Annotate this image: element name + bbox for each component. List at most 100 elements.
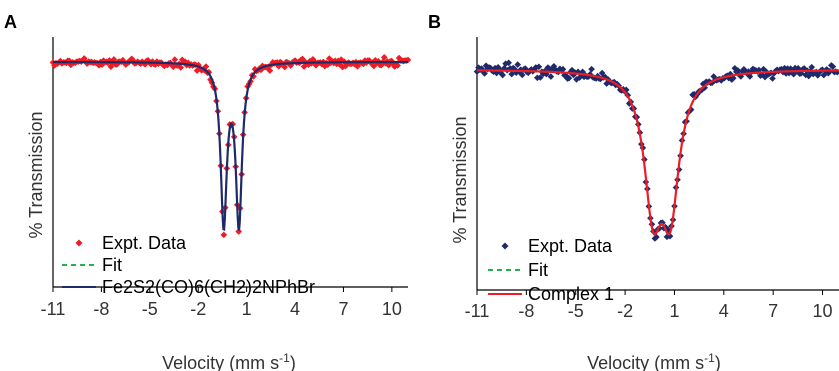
legend-label: Complex 1 [528, 284, 614, 304]
data-point [499, 71, 506, 79]
data-point [171, 56, 179, 63]
data-point [748, 68, 755, 76]
legend-label: Fit [102, 255, 122, 275]
data-point [202, 63, 210, 70]
data-point [281, 63, 289, 71]
data-point [535, 63, 543, 71]
data-point [266, 67, 274, 74]
data-point [790, 70, 797, 78]
panel-a: A % Transmission -11 -8 -5 -2 1 4 7 10 Expt. Dat… [4, 12, 412, 371]
x-tick-label: 7 [768, 301, 778, 321]
data-point [370, 62, 378, 70]
x-tick-label: 1 [242, 299, 252, 319]
data-point [769, 75, 776, 82]
data-point [220, 231, 228, 239]
data-point [514, 61, 522, 68]
data-point [540, 70, 547, 78]
data-point [574, 68, 582, 76]
data-point [745, 68, 752, 75]
data-point [337, 56, 345, 63]
data-point [339, 63, 346, 71]
data-point [734, 67, 742, 74]
plot-area: -11 -8 -5 -2 1 4 7 10 Expt. DataFitFe2S2(CO)6(CH… [41, 37, 412, 319]
data-point [508, 70, 515, 78]
x-tick-label: 1 [669, 301, 679, 321]
x-tick-label: 4 [290, 299, 300, 319]
data-point [309, 55, 317, 63]
x-tick-label: 4 [719, 301, 729, 321]
data-point [518, 71, 526, 79]
data-point [300, 63, 308, 70]
data-point [543, 70, 550, 78]
x-tick-label: 10 [813, 301, 833, 321]
data-point [235, 228, 242, 235]
x-tick-label: -11 [465, 301, 490, 321]
x-tick-label: -5 [568, 301, 584, 321]
legend-label: Fit [528, 260, 548, 280]
data-point [153, 58, 161, 65]
data-point [250, 73, 257, 80]
data-point [177, 64, 185, 71]
data-point [829, 63, 837, 70]
data-point [521, 65, 529, 72]
data-point [731, 64, 739, 72]
data-point [808, 63, 816, 71]
data-point [755, 66, 763, 74]
legend-label: Fe2S2(CO)6(CH2)2NPhBr [102, 277, 315, 297]
legend: Expt. Data Fit Complex 1 [488, 236, 614, 304]
data-point [588, 65, 595, 73]
x-tick-label: -2 [617, 301, 633, 321]
data-point [110, 56, 118, 63]
x-tick-label: 10 [382, 299, 402, 319]
data-point [354, 63, 361, 70]
panel-b: B % Transmission -11 -8 -5 -2 1 4 7 10 Expt. Dat… [428, 12, 839, 371]
data-point [559, 65, 567, 73]
data-point [547, 73, 555, 80]
data-point [207, 76, 214, 83]
x-tick-label: -5 [142, 299, 158, 319]
data-point [475, 64, 482, 71]
x-tick-label: -2 [190, 299, 206, 319]
fit-line [477, 69, 839, 236]
data-point [565, 74, 573, 82]
panel-label: B [428, 12, 441, 32]
data-point [550, 62, 558, 70]
data-point [342, 62, 349, 70]
legend-marker [75, 239, 83, 247]
data-point [481, 70, 488, 77]
data-point [665, 226, 672, 234]
data-point [385, 61, 392, 69]
fit-line [53, 60, 408, 231]
data-point [800, 65, 808, 72]
data-point [394, 62, 401, 69]
data-point [532, 64, 540, 71]
data-point [585, 73, 592, 80]
panel-label: A [4, 12, 17, 32]
data-point [758, 71, 766, 78]
data-point [825, 69, 832, 77]
plot-area: -11 -8 -5 -2 1 4 7 10 Expt. Data Fit Complex 1 [465, 37, 839, 321]
data-point [794, 64, 802, 72]
legend-label: Expt. Data [528, 236, 613, 256]
data-point [395, 54, 403, 62]
data-point [622, 86, 630, 94]
data-point [710, 73, 718, 80]
data-point [380, 54, 388, 61]
data-point [814, 72, 822, 79]
data-point [699, 80, 707, 88]
x-tick-label: -11 [41, 299, 66, 319]
legend-marker [501, 242, 509, 250]
data-point [299, 55, 306, 63]
x-axis-label: Velocity (mm s-1) [162, 351, 296, 371]
y-axis-label: % Transmission [450, 116, 470, 243]
data-point [251, 65, 259, 73]
legend-label: Expt. Data [102, 233, 187, 253]
x-tick-label: -8 [518, 301, 534, 321]
data-point [170, 63, 177, 71]
data-point [537, 74, 544, 81]
x-tick-label: -8 [93, 299, 109, 319]
data-point [178, 56, 186, 64]
data-point [321, 62, 329, 70]
